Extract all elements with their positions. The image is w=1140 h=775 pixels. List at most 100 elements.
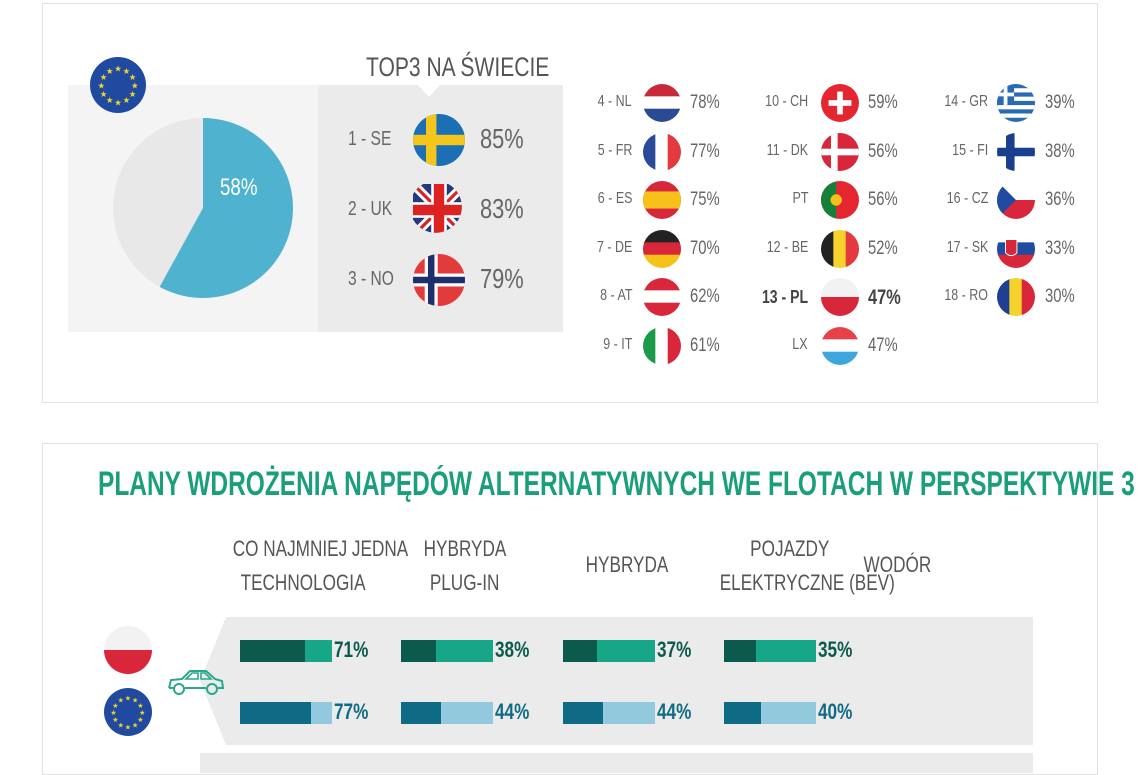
svg-text:★: ★ bbox=[106, 66, 114, 76]
country-value: 33% bbox=[1045, 237, 1075, 259]
country-rank-label: 16 - CZ bbox=[946, 190, 988, 208]
svg-text:★: ★ bbox=[125, 722, 131, 731]
top3-rank-label: 3 - NO bbox=[348, 268, 394, 290]
flag-no-icon bbox=[413, 254, 465, 306]
svg-text:★: ★ bbox=[131, 81, 139, 91]
flag-at-icon bbox=[643, 278, 681, 316]
bar-fill bbox=[240, 640, 306, 662]
pl-flag-icon bbox=[104, 626, 152, 674]
flag-fr-icon bbox=[643, 133, 681, 171]
panel-notch bbox=[418, 85, 440, 97]
country-value: 75% bbox=[690, 189, 720, 211]
svg-text:★: ★ bbox=[129, 72, 137, 82]
country-value: 62% bbox=[690, 286, 720, 308]
bar-eu bbox=[240, 702, 332, 724]
country-value: 47% bbox=[868, 286, 901, 310]
country-value: 78% bbox=[690, 92, 720, 113]
flag-es-icon bbox=[643, 181, 681, 219]
bar-value-label: 40% bbox=[818, 699, 853, 724]
svg-text:★: ★ bbox=[97, 81, 105, 91]
country-value: 47% bbox=[868, 335, 898, 356]
bar-pl bbox=[724, 640, 816, 662]
country-value: 30% bbox=[1045, 286, 1075, 308]
svg-text:★: ★ bbox=[132, 720, 138, 729]
flag-dk-icon bbox=[821, 133, 859, 171]
country-rank-label: PT bbox=[792, 190, 808, 208]
column-header: HYBRYDA bbox=[585, 552, 669, 577]
bar-eu bbox=[563, 702, 655, 724]
bar-value-label: 44% bbox=[495, 699, 530, 724]
flag-se-icon bbox=[413, 114, 465, 166]
car-icon bbox=[168, 670, 225, 695]
bar-value-label: 77% bbox=[334, 699, 369, 724]
country-value: 77% bbox=[690, 140, 720, 162]
top3-value: 85% bbox=[480, 123, 524, 154]
svg-text:★: ★ bbox=[112, 715, 118, 724]
plans-title: PLANY WDROŻENIA NAPĘDÓW ALTERNATYWNYCH W… bbox=[98, 465, 1140, 503]
svg-text:★: ★ bbox=[110, 708, 116, 717]
country-value: 52% bbox=[868, 237, 898, 259]
svg-text:★: ★ bbox=[139, 708, 145, 717]
top3-title: TOP3 NA ŚWIECIE bbox=[366, 52, 550, 82]
country-value: 56% bbox=[868, 189, 898, 211]
svg-text:★: ★ bbox=[114, 97, 122, 107]
country-rank-label: 17 - SK bbox=[946, 238, 988, 256]
column-header: HYBRYDA PLUG-IN bbox=[423, 536, 507, 595]
svg-text:★: ★ bbox=[123, 95, 131, 105]
flag-nl-icon bbox=[643, 84, 681, 122]
country-value: 61% bbox=[690, 335, 720, 356]
flag-be-icon bbox=[821, 230, 859, 268]
country-value: 59% bbox=[868, 92, 898, 113]
flag-sk-icon bbox=[997, 230, 1035, 268]
flag-pt-icon bbox=[821, 181, 859, 219]
country-rank-label: 15 - FI bbox=[951, 141, 988, 159]
bar-fill bbox=[724, 702, 761, 724]
bar-band-next bbox=[200, 753, 1033, 773]
svg-text:★: ★ bbox=[100, 72, 108, 82]
svg-text:★: ★ bbox=[112, 701, 118, 710]
country-value: 39% bbox=[1045, 92, 1075, 113]
bar-value-label: 35% bbox=[818, 637, 853, 662]
bar-value-label: 44% bbox=[657, 699, 692, 724]
flag-gr-icon bbox=[997, 84, 1035, 122]
country-rank-label: 6 - ES bbox=[597, 190, 632, 208]
bar-pl bbox=[401, 640, 493, 662]
svg-text:★: ★ bbox=[106, 95, 114, 105]
bar-eu bbox=[401, 702, 493, 724]
flag-ch-icon bbox=[821, 84, 859, 122]
svg-text:★: ★ bbox=[132, 696, 138, 705]
country-value: 56% bbox=[868, 140, 898, 162]
svg-text:★: ★ bbox=[123, 66, 131, 76]
bar-pl bbox=[240, 640, 332, 662]
country-rank-label: 18 - RO bbox=[944, 287, 988, 305]
country-value: 70% bbox=[690, 237, 720, 259]
svg-text:★: ★ bbox=[129, 89, 137, 99]
top3-value: 83% bbox=[480, 193, 524, 224]
bar-fill bbox=[563, 640, 598, 662]
flag-pl-icon bbox=[821, 278, 859, 316]
country-rank-label: 5 - FR bbox=[597, 141, 632, 159]
country-rank-label: 4 - NL bbox=[598, 93, 632, 110]
flag-cz-icon bbox=[997, 181, 1035, 219]
svg-text:★: ★ bbox=[125, 694, 131, 703]
eu-flag-icon-small: ★ ★ ★ ★ ★ ★ ★ ★ ★ ★ ★ ★ bbox=[104, 688, 152, 736]
top3-value: 79% bbox=[480, 263, 524, 294]
eu-pie-chart bbox=[113, 118, 293, 298]
bar-eu bbox=[724, 702, 816, 724]
svg-text:★: ★ bbox=[118, 720, 124, 729]
flag-ro-icon bbox=[997, 278, 1035, 316]
flag-lx-icon bbox=[821, 327, 859, 365]
column-header: CO NAJMNIEJ JEDNA TECHNOLOGIA bbox=[232, 536, 409, 595]
country-rank-label: 10 - CH bbox=[765, 93, 808, 110]
country-rank-label: LX bbox=[792, 336, 808, 353]
country-rank-label: 9 - IT bbox=[602, 336, 632, 353]
country-value: 36% bbox=[1045, 189, 1075, 211]
country-rank-label: 13 - PL bbox=[761, 287, 808, 308]
svg-text:★: ★ bbox=[137, 701, 143, 710]
bar-fill bbox=[401, 702, 442, 724]
eu-flag-icon: ★ ★ ★ ★ ★ ★ ★ ★ ★ ★ ★ ★ bbox=[90, 57, 146, 113]
bar-band-car bbox=[200, 617, 1033, 745]
bar-value-label: 37% bbox=[657, 637, 692, 662]
bar-fill bbox=[724, 640, 757, 662]
top3-rank-label: 1 - SE bbox=[348, 128, 392, 150]
